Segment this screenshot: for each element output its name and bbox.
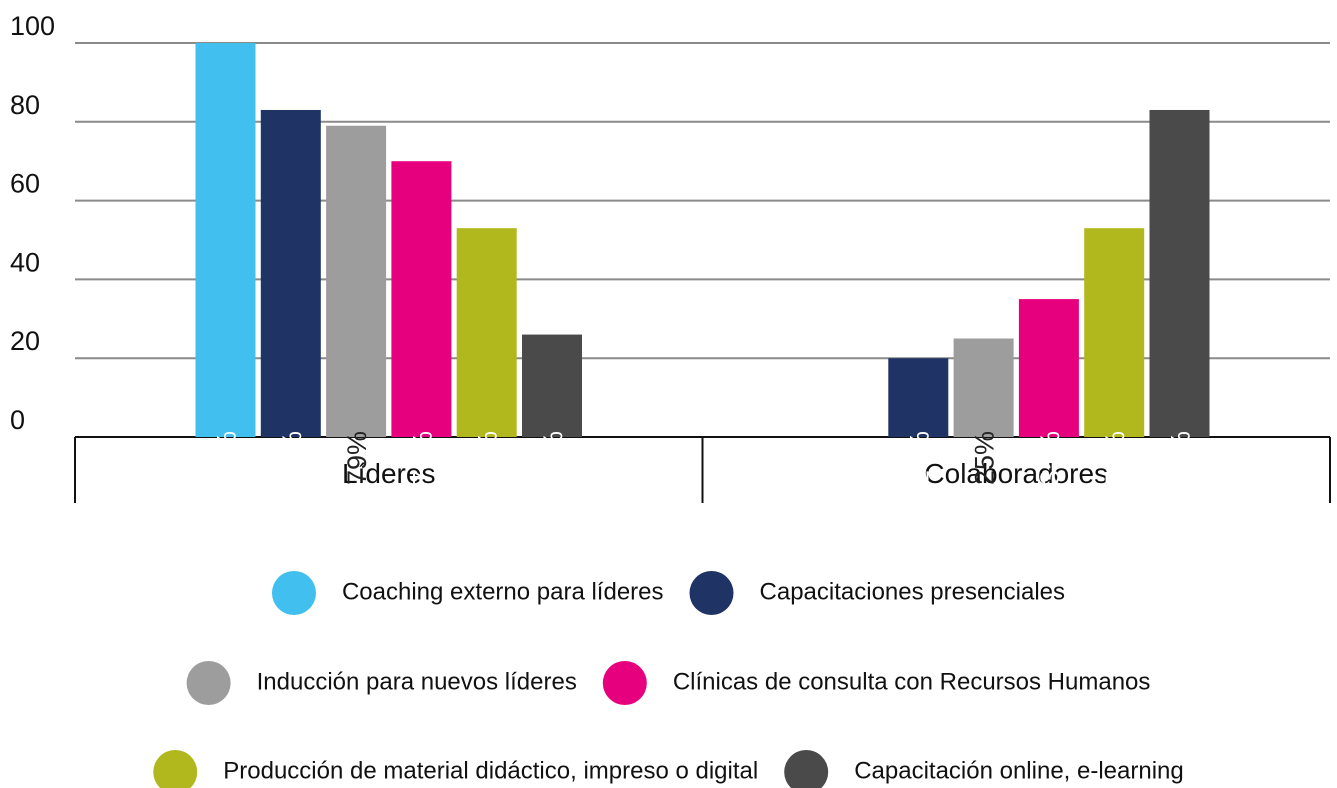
- y-tick-label: 80: [10, 90, 40, 120]
- value-label: 83%: [277, 431, 307, 485]
- value-label: 53%: [1100, 431, 1130, 485]
- value-label: 100%: [212, 431, 242, 500]
- x-tick-label: Líderes: [342, 458, 435, 489]
- legend-label: Producción de material didáctico, impres…: [223, 757, 758, 784]
- y-tick-label: 100: [10, 11, 55, 41]
- bar: [1149, 109, 1210, 437]
- y-tick-label: 20: [10, 326, 40, 356]
- legend-label: Capacitación online, e-learning: [854, 757, 1184, 784]
- legend-label: Inducción para nuevos líderes: [257, 668, 577, 695]
- value-label: 20%: [904, 431, 934, 485]
- legend-row: Coaching externo para líderes Capacitacio…: [271, 571, 1066, 615]
- legend-swatch: [602, 661, 647, 705]
- bar: [326, 125, 387, 438]
- legend-swatch: [271, 571, 316, 615]
- value-label: 70%: [407, 431, 437, 485]
- legend-swatch: [689, 571, 734, 615]
- bar: [260, 109, 321, 437]
- legend-swatch: [153, 750, 198, 788]
- value-label: 25%: [970, 431, 1000, 485]
- bar: [953, 338, 1014, 437]
- bar: [522, 334, 582, 437]
- legend-label: Capacitaciones presenciales: [760, 578, 1066, 605]
- bar: [391, 161, 452, 437]
- bar: [195, 43, 256, 437]
- legend-swatch: [784, 750, 829, 788]
- legend-row: Producción de material didáctico, impres…: [153, 750, 1184, 788]
- value-label: 83%: [1166, 431, 1196, 485]
- legend-row: Inducción para nuevos líderes Clínicas de…: [186, 661, 1151, 705]
- bar: [456, 228, 517, 437]
- bar: [1084, 228, 1145, 437]
- y-tick-label: 0: [10, 405, 25, 435]
- y-tick-label: 60: [10, 169, 40, 199]
- bar: [888, 358, 949, 437]
- value-label: 79%: [342, 431, 372, 485]
- x-tick-label: Colaboradores: [924, 458, 1108, 489]
- bar: [1018, 299, 1079, 437]
- legend-label: Coaching externo para líderes: [342, 578, 664, 605]
- value-label: 53%: [473, 431, 503, 485]
- y-tick-label: 40: [10, 247, 40, 277]
- value-label: 35%: [1035, 431, 1065, 485]
- value-label: 26%: [538, 431, 568, 485]
- legend-swatch: [186, 661, 231, 705]
- legend-label: Clínicas de consulta con Recursos Humano…: [673, 668, 1151, 695]
